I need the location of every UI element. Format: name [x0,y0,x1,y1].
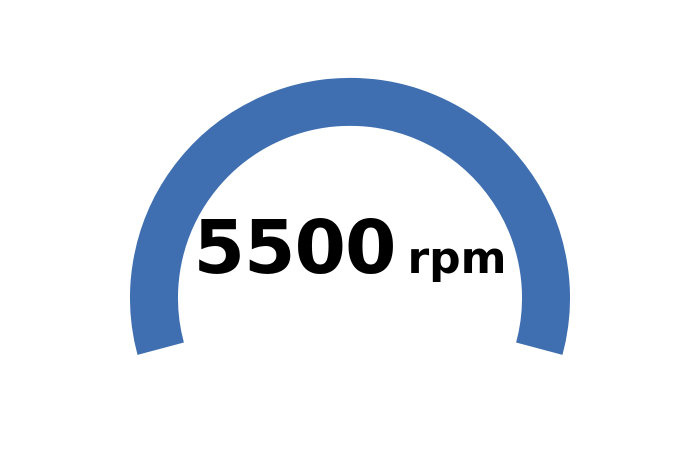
gauge-unit: rpm [407,233,507,284]
gauge-readout: 5500 rpm [0,205,700,291]
gauge-arc [130,77,570,355]
gauge-value: 5500 [193,205,396,291]
